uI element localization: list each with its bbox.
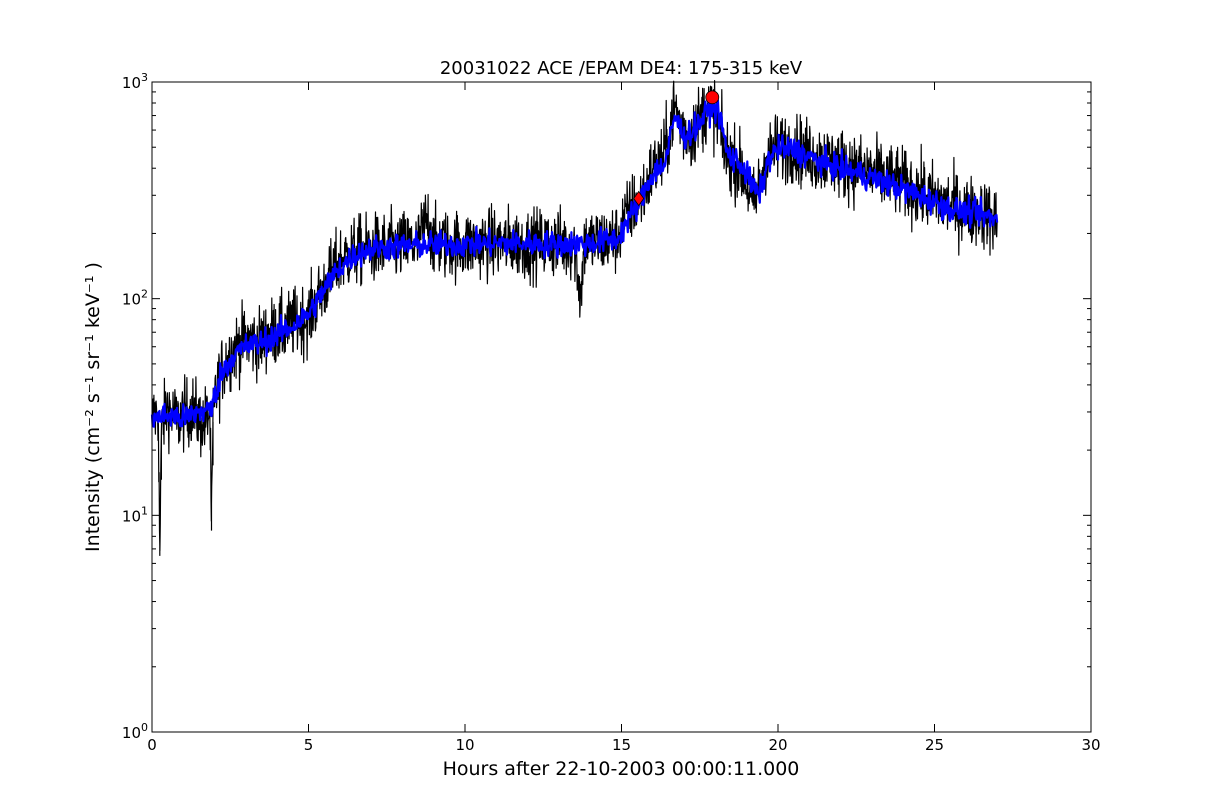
- y-tick-label: 103: [122, 71, 148, 92]
- y-tick-label: 100: [122, 721, 148, 742]
- chart-title: 20031022 ACE /EPAM DE4: 175-315 keV: [440, 58, 803, 79]
- x-tick-label: 5: [304, 736, 314, 754]
- plot-area: [150, 80, 999, 556]
- x-axis-label: Hours after 22-10-2003 00:00:11.000: [443, 758, 800, 780]
- x-tick-label: 15: [612, 736, 631, 754]
- peak-marker-circle: [705, 90, 720, 105]
- y-tick-label: 102: [122, 288, 148, 309]
- x-tick-label: 0: [147, 736, 157, 754]
- series-smoothed-line: [150, 91, 999, 428]
- x-tick-label: 25: [925, 736, 944, 754]
- y-tick-label: 101: [122, 504, 148, 525]
- y-axis-label: Intensity (cm⁻² s⁻¹ sr⁻¹ keV⁻¹ ): [82, 262, 104, 552]
- axis-ticks: 0 5 10 15 20 25 30 100 101 102 103: [122, 71, 1101, 754]
- onset-marker-diamond: [633, 190, 645, 207]
- x-tick-label: 20: [768, 736, 787, 754]
- x-tick-label: 30: [1081, 736, 1100, 754]
- x-tick-label: 10: [455, 736, 474, 754]
